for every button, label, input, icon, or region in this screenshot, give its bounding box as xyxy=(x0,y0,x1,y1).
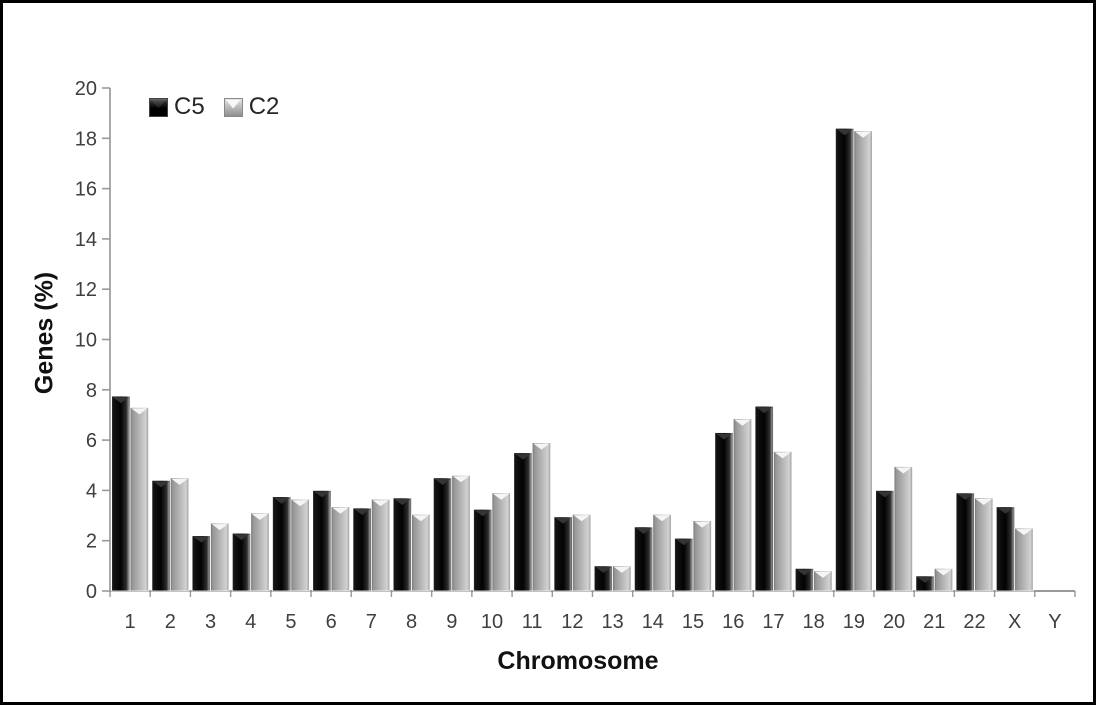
bar-c2-chr1 xyxy=(129,407,150,592)
y-tick-label: 20 xyxy=(75,78,97,100)
bar-c5-chr1 xyxy=(111,395,131,592)
y-tick-label: 12 xyxy=(75,279,97,301)
bar-c2-chr14 xyxy=(652,513,672,592)
bar-c5-chr18 xyxy=(794,567,815,592)
x-category-label: 9 xyxy=(446,611,457,633)
bar-c5-chr12 xyxy=(553,516,573,592)
x-category-label: 6 xyxy=(326,611,337,633)
bar-c5-chr7 xyxy=(352,507,372,592)
bar-c2-chr7 xyxy=(370,498,391,592)
bar-c5-chr11 xyxy=(513,452,533,592)
y-tick-label: 6 xyxy=(86,430,97,452)
x-category-label: 2 xyxy=(165,611,176,633)
bar-c2-chr16 xyxy=(732,418,753,592)
bar-c2-chr15 xyxy=(692,520,712,592)
y-tick-label: 4 xyxy=(86,480,97,502)
bar-c2-chr17 xyxy=(773,451,793,592)
x-category-label: 1 xyxy=(125,611,136,633)
legend: C5 C2 xyxy=(149,95,279,119)
bar-c5-chr16 xyxy=(714,432,734,592)
y-tick-label: 8 xyxy=(86,380,97,402)
bar-c2-chr5 xyxy=(290,498,310,592)
y-tick-label: 18 xyxy=(75,128,97,150)
y-tick-label: 0 xyxy=(86,581,97,603)
legend-label-c2: C2 xyxy=(248,93,280,120)
bar-c5-chr8 xyxy=(392,497,412,592)
bar-c2-chr8 xyxy=(411,513,431,592)
bar-c5-chr6 xyxy=(312,489,332,592)
x-category-label: Y xyxy=(1048,611,1061,633)
bar-c5-chr21 xyxy=(915,575,935,592)
x-category-label: 13 xyxy=(601,611,623,633)
bar-c2-chr12 xyxy=(571,513,592,592)
bar-c2-chr4 xyxy=(250,512,270,592)
bar-c5-chr4 xyxy=(231,532,252,592)
y-tick-label: 14 xyxy=(75,229,97,251)
bar-c5-chr17 xyxy=(754,405,774,592)
bar-c2-chr21 xyxy=(933,567,954,592)
bar-c2-chr2 xyxy=(169,477,190,592)
legend-label-c5: C5 xyxy=(174,93,205,120)
bar-c5-chr19 xyxy=(834,127,855,592)
bar-c2-chr9 xyxy=(451,474,471,592)
bar-c2-chr19 xyxy=(853,130,873,592)
y-axis-title: Genes (%) xyxy=(30,271,59,395)
x-category-label: 17 xyxy=(762,611,784,633)
bar-c2-chr10 xyxy=(491,492,511,592)
bar-c5-chr14 xyxy=(633,526,654,592)
x-category-label: 21 xyxy=(923,611,945,633)
bar-c5-chr20 xyxy=(875,489,895,592)
bar-c5-chrx xyxy=(995,506,1016,592)
y-tick-label: 10 xyxy=(75,330,97,352)
x-category-label: 18 xyxy=(803,611,825,633)
bar-c2-chr22 xyxy=(974,497,994,592)
y-tick-label: 2 xyxy=(86,531,97,553)
x-category-label: 16 xyxy=(722,611,744,633)
bar-c2-chr20 xyxy=(893,466,913,592)
x-category-label: 19 xyxy=(843,611,865,633)
bar-c5-chr5 xyxy=(272,496,292,592)
x-category-label: 8 xyxy=(406,611,417,633)
bar-c5-chr13 xyxy=(593,565,614,592)
x-category-label: 5 xyxy=(285,611,296,633)
x-category-label: 11 xyxy=(522,611,543,633)
x-axis-title: Chromosome xyxy=(497,647,659,675)
legend-item-c5: C5 xyxy=(149,95,205,119)
bar-c2-chr11 xyxy=(531,442,552,592)
x-category-label: 20 xyxy=(883,611,905,633)
legend-item-c2: C2 xyxy=(223,93,280,120)
bar-c2-chrx xyxy=(1014,527,1034,592)
bar-c5-chr9 xyxy=(432,477,453,592)
bar-c2-chr18 xyxy=(813,570,833,592)
x-category-label: 14 xyxy=(642,611,664,633)
bar-c5-chr10 xyxy=(473,508,493,592)
x-category-label: 3 xyxy=(205,611,216,633)
bar-c2-chr6 xyxy=(330,506,351,592)
legend-swatch-c5-icon xyxy=(149,97,168,117)
x-category-label: 10 xyxy=(481,611,503,633)
bar-c5-chr3 xyxy=(191,535,211,592)
x-category-label: 15 xyxy=(682,611,704,633)
x-category-label: 4 xyxy=(245,611,256,633)
y-tick-label: 16 xyxy=(75,179,97,201)
bar-c5-chr22 xyxy=(955,492,975,592)
x-category-label: 12 xyxy=(561,611,583,633)
legend-swatch-c2-icon xyxy=(223,97,243,117)
bar-c5-chr15 xyxy=(674,537,694,592)
x-category-label: 7 xyxy=(366,611,377,633)
bar-c2-chr13 xyxy=(612,565,632,592)
bar-c5-chr2 xyxy=(151,479,171,592)
x-category-label: X xyxy=(1008,611,1021,633)
bar-c2-chr3 xyxy=(210,522,230,592)
x-category-label: 22 xyxy=(963,611,985,633)
